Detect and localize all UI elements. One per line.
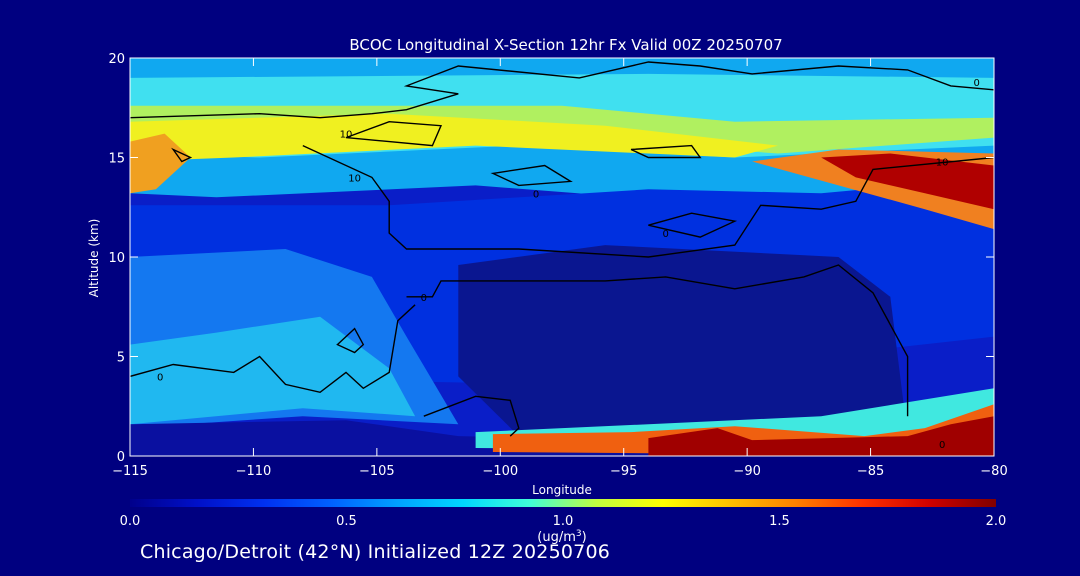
footer-run-info: Chicago/Detroit (42°N) Initialized 12Z 2… xyxy=(140,541,611,563)
contour-label: 10 xyxy=(348,173,361,184)
plot-field: 0 10 10 0 0 0 0 10 0 xyxy=(130,58,994,456)
contour-mid-level xyxy=(406,264,909,417)
contour-label: 0 xyxy=(974,78,980,89)
contour-label: 0 xyxy=(157,372,163,383)
colorbar-units: (ug/m3) xyxy=(537,529,586,545)
upper-yellow-band xyxy=(130,113,778,162)
contour-label: 10 xyxy=(340,130,353,141)
y-tick-label: 10 xyxy=(108,251,125,266)
contour-closed-f xyxy=(630,144,702,159)
colorbar-units-close: ) xyxy=(582,530,587,545)
x-tick-label: −95 xyxy=(610,464,637,479)
x-tick-label: −90 xyxy=(733,464,760,479)
x-tick-label: −80 xyxy=(980,464,1007,479)
x-tick-label: −100 xyxy=(482,464,518,479)
contour-lines xyxy=(130,61,994,437)
concentration-field xyxy=(130,58,994,456)
central-dark-core xyxy=(458,245,908,437)
colorbar-units-base: (ug/m xyxy=(537,530,576,545)
contour-labels: 0 10 10 0 0 0 0 10 0 xyxy=(157,78,980,451)
colorbar-units-exponent: 3 xyxy=(576,529,582,539)
colorbar: 0.0 0.5 1.0 1.5 2.0 (ug/m3) xyxy=(120,499,1007,545)
contour-closed-b xyxy=(345,120,443,147)
y-axis: 0 5 10 15 20 xyxy=(108,52,994,465)
colorbar-ticks: 0.0 0.5 1.0 1.5 2.0 xyxy=(120,514,1007,529)
colorbar-tick-label: 1.5 xyxy=(769,514,790,529)
eastern-upper-core xyxy=(821,153,994,210)
contour-upper-west xyxy=(130,61,994,119)
contour-label: 10 xyxy=(936,157,949,168)
y-axis-label: Altitude (km) xyxy=(87,219,101,298)
contour-surface-loop xyxy=(423,395,520,437)
x-tick-label: −110 xyxy=(236,464,272,479)
contour-closed-a xyxy=(171,147,193,163)
colorbar-ramp xyxy=(130,499,996,507)
x-tick-label: −85 xyxy=(857,464,884,479)
y-tick-label: 5 xyxy=(117,351,125,366)
x-axis: −115 −110 −105 −100 −95 −90 −85 −80 xyxy=(112,58,1008,479)
contour-lower-west xyxy=(130,304,416,394)
colorbar-tick-label: 0.0 xyxy=(120,514,141,529)
colorbar-tick-label: 0.5 xyxy=(336,514,357,529)
y-tick-label: 0 xyxy=(117,450,125,465)
surface-plume-core xyxy=(648,416,994,456)
contour-upper-middle xyxy=(302,144,994,258)
contour-label: 0 xyxy=(662,229,668,240)
x-axis-label: Longitude xyxy=(532,483,592,497)
colorbar-tick-label: 2.0 xyxy=(986,514,1007,529)
contour-closed-c xyxy=(490,164,573,187)
contour-label: 0 xyxy=(533,189,539,200)
chart-title: BCOC Longitudinal X-Section 12hr Fx Vali… xyxy=(349,36,782,54)
western-orange-core xyxy=(130,133,191,194)
contour-label: 0 xyxy=(421,293,427,304)
colorbar-tick-label: 1.0 xyxy=(553,514,574,529)
y-tick-label: 15 xyxy=(108,152,125,167)
contour-closed-e xyxy=(336,327,365,354)
contour-label: 0 xyxy=(939,440,945,451)
y-tick-label: 20 xyxy=(108,52,125,67)
x-tick-label: −105 xyxy=(359,464,395,479)
contour-closed-d xyxy=(648,212,738,238)
x-tick-label: −115 xyxy=(112,464,148,479)
